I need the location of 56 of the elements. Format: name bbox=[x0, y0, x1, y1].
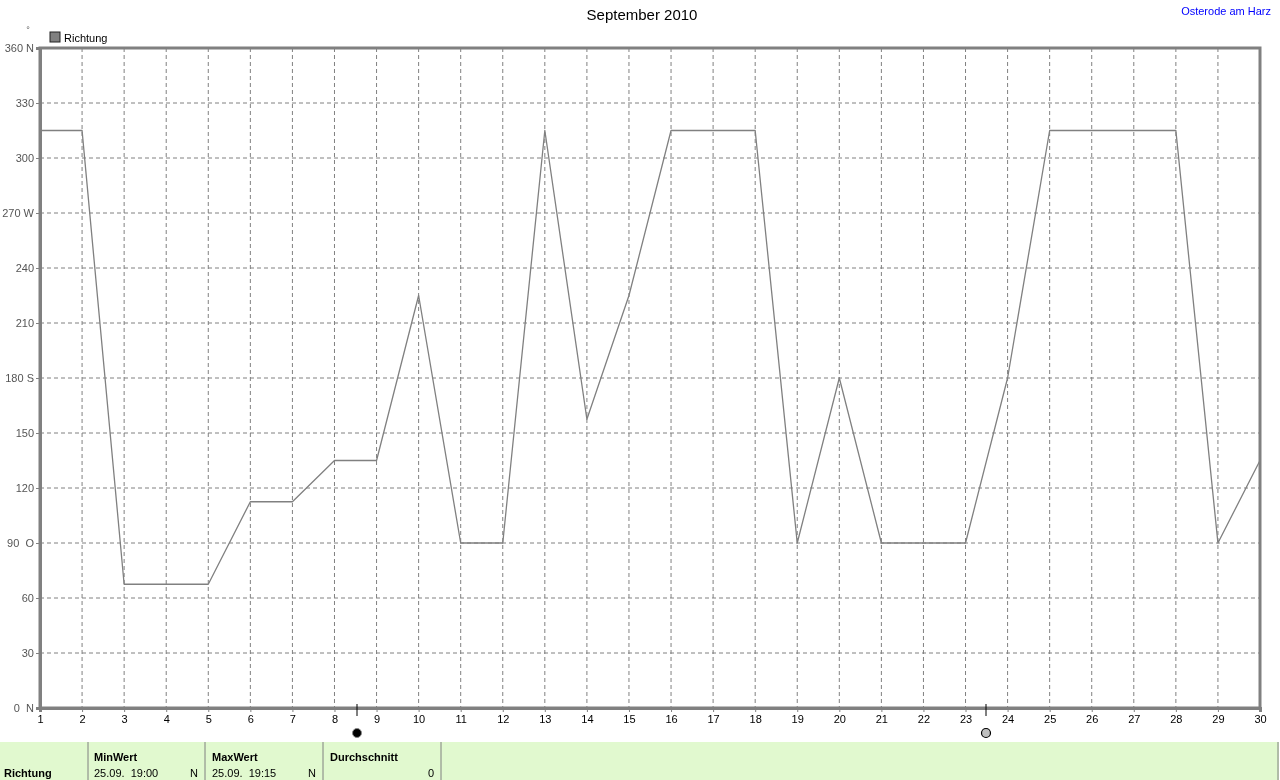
y-tick-label: 0 N bbox=[13, 702, 35, 715]
y-tick-label: 90 O bbox=[7, 537, 35, 550]
x-tick-label: 16 bbox=[665, 712, 678, 725]
x-tick-label: 1 bbox=[37, 712, 44, 725]
y-tick-label: 300 bbox=[15, 152, 34, 165]
text: Durchschnitt bbox=[330, 751, 399, 763]
x-tick-label: 23 bbox=[959, 712, 973, 725]
legend-label: Richtung bbox=[64, 31, 108, 44]
x-tick-label: 13 bbox=[539, 712, 552, 725]
y-tick-label: 60 bbox=[21, 592, 34, 605]
y-tick-label: 270 W bbox=[2, 207, 35, 220]
x-tick-label: 14 bbox=[581, 712, 594, 725]
y-tick-label: 150 bbox=[15, 427, 34, 440]
x-tick-label: 28 bbox=[1170, 712, 1183, 725]
text: MaxWert bbox=[212, 751, 258, 763]
x-tick-label: 22 bbox=[917, 712, 931, 725]
x-tick-label: 18 bbox=[749, 712, 762, 725]
x-tick-label: 2 bbox=[79, 712, 86, 725]
text: MinWert bbox=[94, 751, 138, 763]
x-tick-label: 10 bbox=[413, 712, 426, 725]
x-tick-label: 7 bbox=[289, 712, 296, 725]
x-tick-label: 6 bbox=[247, 712, 254, 725]
y-tick-label: 240 bbox=[15, 262, 34, 275]
text: N bbox=[308, 767, 317, 779]
y-tick-label: 180 S bbox=[5, 372, 34, 385]
text: N bbox=[190, 767, 199, 779]
y-tick-label: 120 bbox=[15, 482, 34, 495]
x-tick-label: 24 bbox=[1001, 712, 1015, 725]
x-tick-label: 20 bbox=[833, 712, 846, 725]
x-tick-label: 19 bbox=[791, 712, 804, 725]
y-tick-label: 330 bbox=[15, 97, 34, 110]
x-tick-label: 15 bbox=[623, 712, 636, 725]
x-tick-label: 17 bbox=[707, 712, 720, 725]
x-tick-label: 5 bbox=[205, 712, 212, 725]
x-tick-label: 4 bbox=[163, 712, 170, 725]
text: Osterode am Harz bbox=[1181, 5, 1271, 17]
x-tick-label: 12 bbox=[497, 712, 510, 725]
text: 0 bbox=[427, 767, 434, 779]
text: 25.09. 19:15 bbox=[212, 767, 277, 779]
x-tick-label: 25 bbox=[1044, 712, 1057, 725]
x-tick-label: 29 bbox=[1212, 712, 1225, 725]
text: 25.09. 19:00 bbox=[94, 767, 159, 779]
x-tick-label: 11 bbox=[455, 712, 467, 725]
chart-title: September 2010 bbox=[586, 6, 698, 23]
x-tick-label: 21 bbox=[875, 712, 888, 725]
y-tick-label: 360 N bbox=[4, 42, 35, 55]
x-tick-label: 8 bbox=[331, 712, 339, 725]
y-axis-title: ° bbox=[26, 25, 31, 35]
x-tick-label: 27 bbox=[1128, 712, 1141, 725]
text: Richtung bbox=[4, 767, 52, 779]
y-tick-label: 30 bbox=[21, 647, 34, 660]
x-tick-label: 30 bbox=[1254, 712, 1267, 725]
x-tick-label: 26 bbox=[1086, 712, 1099, 725]
x-tick-label: 3 bbox=[121, 712, 128, 725]
x-tick-label: 9 bbox=[373, 712, 381, 725]
y-tick-label: 210 bbox=[15, 317, 34, 330]
